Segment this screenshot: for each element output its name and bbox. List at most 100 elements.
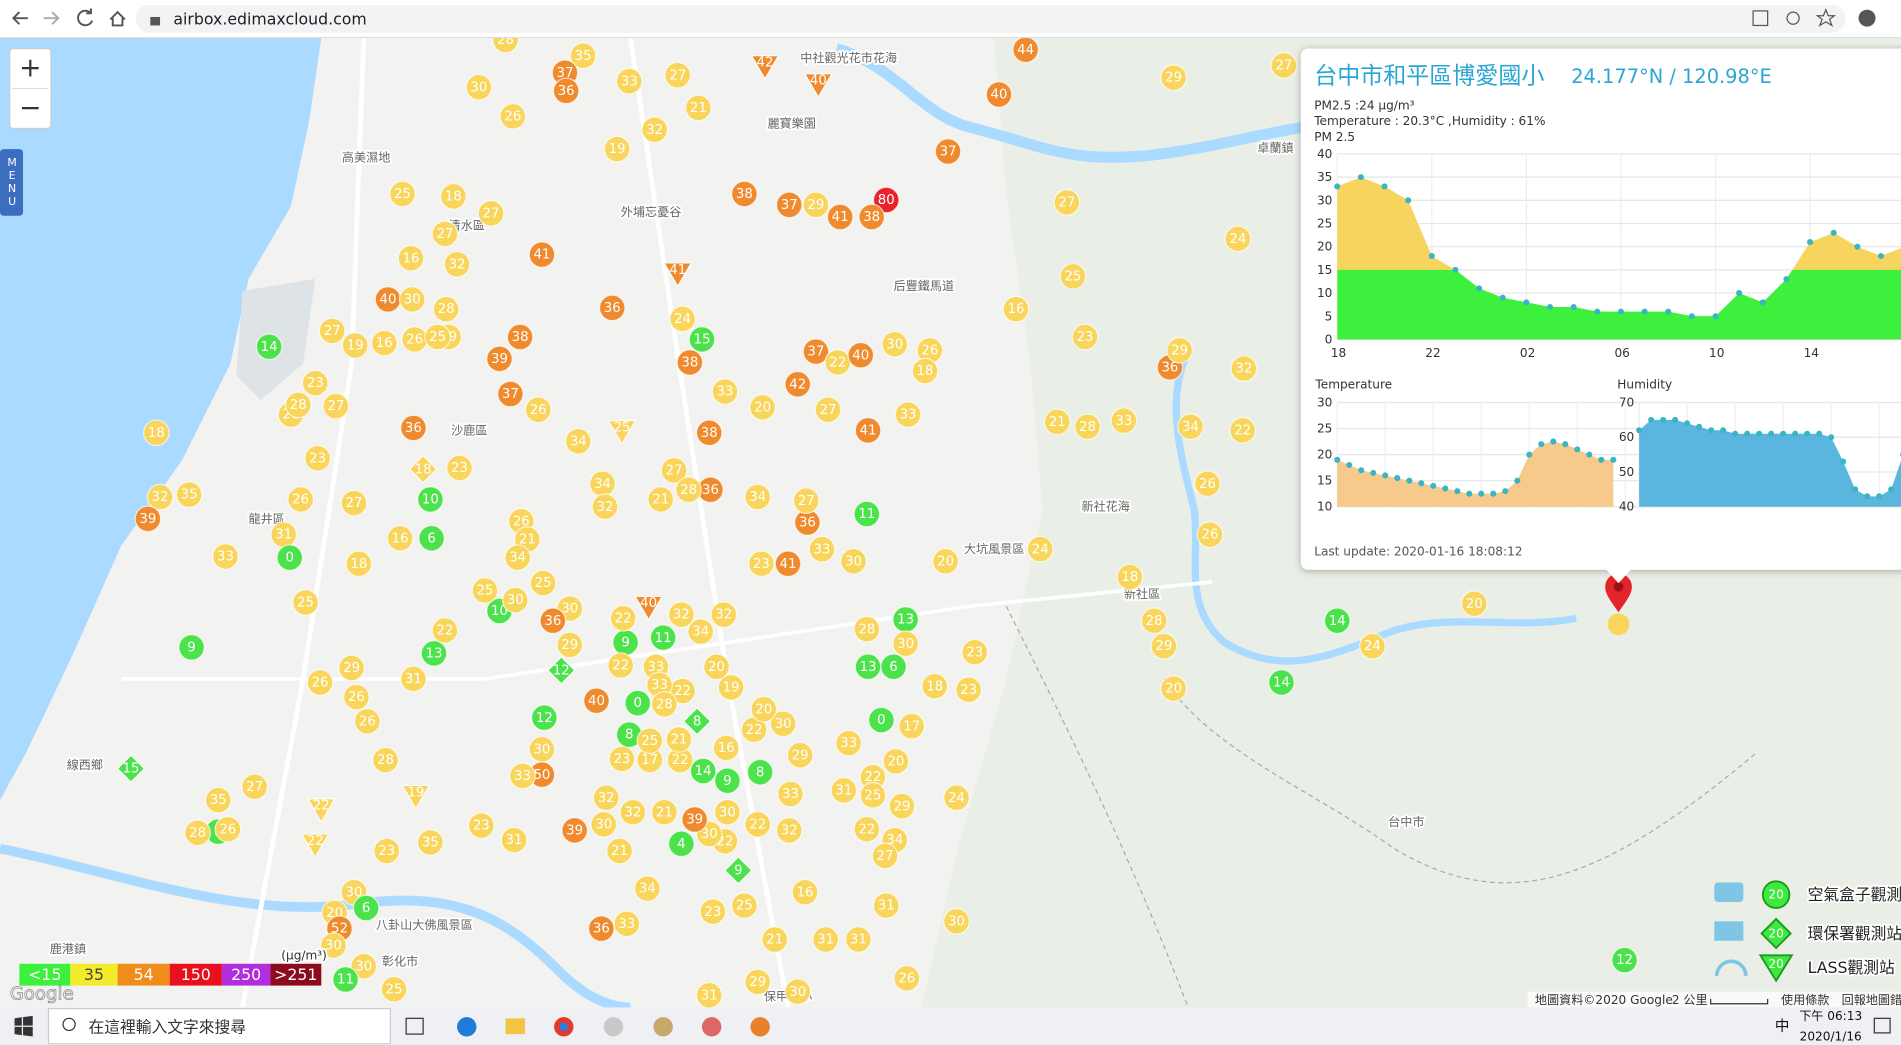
menu-label[interactable]: MENU — [6, 156, 19, 208]
clock-time[interactable]: 下午 06:13 — [1799, 1009, 1862, 1023]
station-marker[interactable]: 37 — [934, 138, 962, 165]
station-marker[interactable]: 21 — [665, 726, 693, 753]
omnibox[interactable] — [135, 4, 1846, 33]
station-marker[interactable]: 34 — [744, 483, 772, 511]
station-marker[interactable]: 27 — [431, 220, 459, 248]
station-marker[interactable]: 21 — [1043, 408, 1071, 436]
station-marker[interactable]: 0 — [276, 544, 304, 571]
station-marker[interactable]: 23 — [1071, 323, 1099, 351]
task-view[interactable] — [405, 1017, 424, 1035]
station-marker[interactable]: 33 — [509, 762, 536, 790]
station-marker[interactable]: 25 — [607, 420, 637, 445]
station-marker[interactable]: 27 — [241, 773, 268, 801]
station-marker[interactable]: 39 — [486, 345, 513, 373]
station-marker[interactable]: 22 — [301, 833, 330, 859]
station-marker[interactable]: 33 — [615, 67, 643, 95]
search-box[interactable] — [47, 1008, 391, 1045]
station-marker[interactable]: 36 — [539, 607, 567, 635]
station-marker[interactable]: 28 — [675, 476, 702, 504]
station-marker[interactable]: 30 — [769, 710, 797, 738]
station-marker[interactable]: 8 — [746, 758, 774, 786]
forward[interactable] — [43, 11, 60, 25]
station-marker[interactable]: 21 — [606, 837, 633, 865]
station-marker[interactable]: 6 — [418, 524, 445, 552]
station-marker[interactable]: 31 — [695, 981, 723, 1009]
station-marker[interactable]: 29 — [744, 968, 772, 996]
station-marker[interactable]: 35 — [175, 481, 203, 508]
station-marker[interactable]: 15 — [116, 754, 145, 783]
station-marker[interactable]: 34 — [687, 618, 715, 645]
station-marker[interactable]: 32 — [775, 817, 803, 844]
app[interactable] — [701, 1017, 722, 1037]
station-marker[interactable]: 31 — [845, 926, 872, 953]
station-marker[interactable]: 33 — [212, 543, 239, 570]
station-marker[interactable]: 22 — [607, 652, 635, 679]
station-marker[interactable]: 39 — [681, 806, 709, 833]
station-marker[interactable]: 80 — [872, 186, 900, 214]
station-marker[interactable]: 26 — [524, 396, 552, 424]
station-marker[interactable]: 42 — [784, 370, 812, 398]
station-marker[interactable]: 18 — [440, 183, 467, 210]
station-marker[interactable]: 33 — [894, 401, 922, 428]
station-marker[interactable]: 34 — [634, 875, 661, 902]
station-marker[interactable]: 21 — [647, 486, 675, 513]
station-marker[interactable]: 19 — [603, 135, 631, 163]
station-marker[interactable]: 27 — [477, 200, 505, 227]
app[interactable] — [750, 1017, 770, 1037]
station-marker[interactable]: 37 — [802, 338, 830, 365]
attr-terms[interactable]: 使用條款 — [1781, 992, 1829, 1007]
station-marker[interactable]: 22 — [824, 349, 852, 376]
station-marker[interactable]: 30 — [892, 630, 919, 658]
station-marker[interactable]: 19 — [401, 785, 431, 810]
station-marker[interactable]: 22 — [744, 811, 772, 838]
station-marker[interactable]: 42 — [750, 55, 780, 80]
selected-marker[interactable] — [1607, 613, 1630, 636]
station-marker[interactable]: 20 — [749, 393, 776, 421]
station-marker[interactable]: 38 — [695, 419, 723, 447]
station-marker[interactable]: 30 — [350, 952, 378, 980]
station-marker[interactable]: 39 — [134, 505, 162, 533]
station-marker[interactable]: 41 — [826, 203, 854, 231]
station-marker[interactable]: 34 — [589, 470, 616, 498]
station-marker[interactable]: 22 — [859, 763, 887, 791]
station-marker[interactable]: 16 — [1002, 295, 1030, 323]
url[interactable]: airbox.edimaxcloud.com — [173, 9, 366, 28]
station-marker[interactable]: 25 — [529, 569, 557, 597]
station-marker[interactable]: 35 — [569, 42, 597, 70]
station-marker[interactable]: 4 — [668, 830, 695, 858]
station-marker[interactable]: 15 — [688, 326, 716, 353]
start[interactable] — [14, 1015, 33, 1037]
station-marker[interactable]: 18 — [143, 419, 170, 447]
station-marker[interactable]: 25 — [1059, 263, 1087, 290]
station-marker[interactable]: 9 — [714, 767, 741, 795]
station-marker[interactable]: 21 — [684, 94, 712, 122]
station-marker[interactable]: 18 — [1116, 563, 1144, 591]
station-marker[interactable]: 36 — [588, 915, 615, 942]
station-marker[interactable]: 18 — [345, 550, 373, 578]
station-marker[interactable]: 29 — [556, 631, 584, 659]
station-marker[interactable]: 32 — [1230, 355, 1258, 382]
app[interactable] — [653, 1017, 673, 1037]
station-marker[interactable]: 38 — [858, 203, 886, 231]
station-marker[interactable]: 33 — [835, 729, 862, 757]
station-marker[interactable]: 9 — [612, 629, 639, 656]
station-marker[interactable]: 26 — [1194, 470, 1221, 498]
station-marker[interactable]: 40 — [583, 687, 610, 715]
station-marker[interactable]: 29 — [786, 741, 814, 769]
station-marker[interactable]: 16 — [712, 734, 740, 762]
star[interactable] — [1815, 8, 1837, 27]
station-marker[interactable]: 38 — [506, 323, 534, 351]
station-marker[interactable]: 32 — [710, 601, 738, 628]
station-marker[interactable]: 38 — [676, 349, 704, 376]
station-marker[interactable]: 26 — [354, 707, 381, 735]
station-marker[interactable]: 14 — [689, 757, 717, 785]
station-marker[interactable]: 33 — [808, 535, 836, 563]
station-marker[interactable]: 28 — [184, 819, 211, 847]
ime[interactable]: 中 — [1775, 1018, 1790, 1035]
station-marker[interactable]: 23 — [748, 550, 775, 578]
station-marker[interactable]: 13 — [420, 640, 448, 667]
station-marker[interactable]: 11 — [649, 624, 677, 652]
station-marker[interactable]: 27 — [814, 396, 842, 424]
station-marker[interactable]: 16 — [386, 524, 414, 552]
station-marker[interactable]: 29 — [888, 792, 916, 820]
